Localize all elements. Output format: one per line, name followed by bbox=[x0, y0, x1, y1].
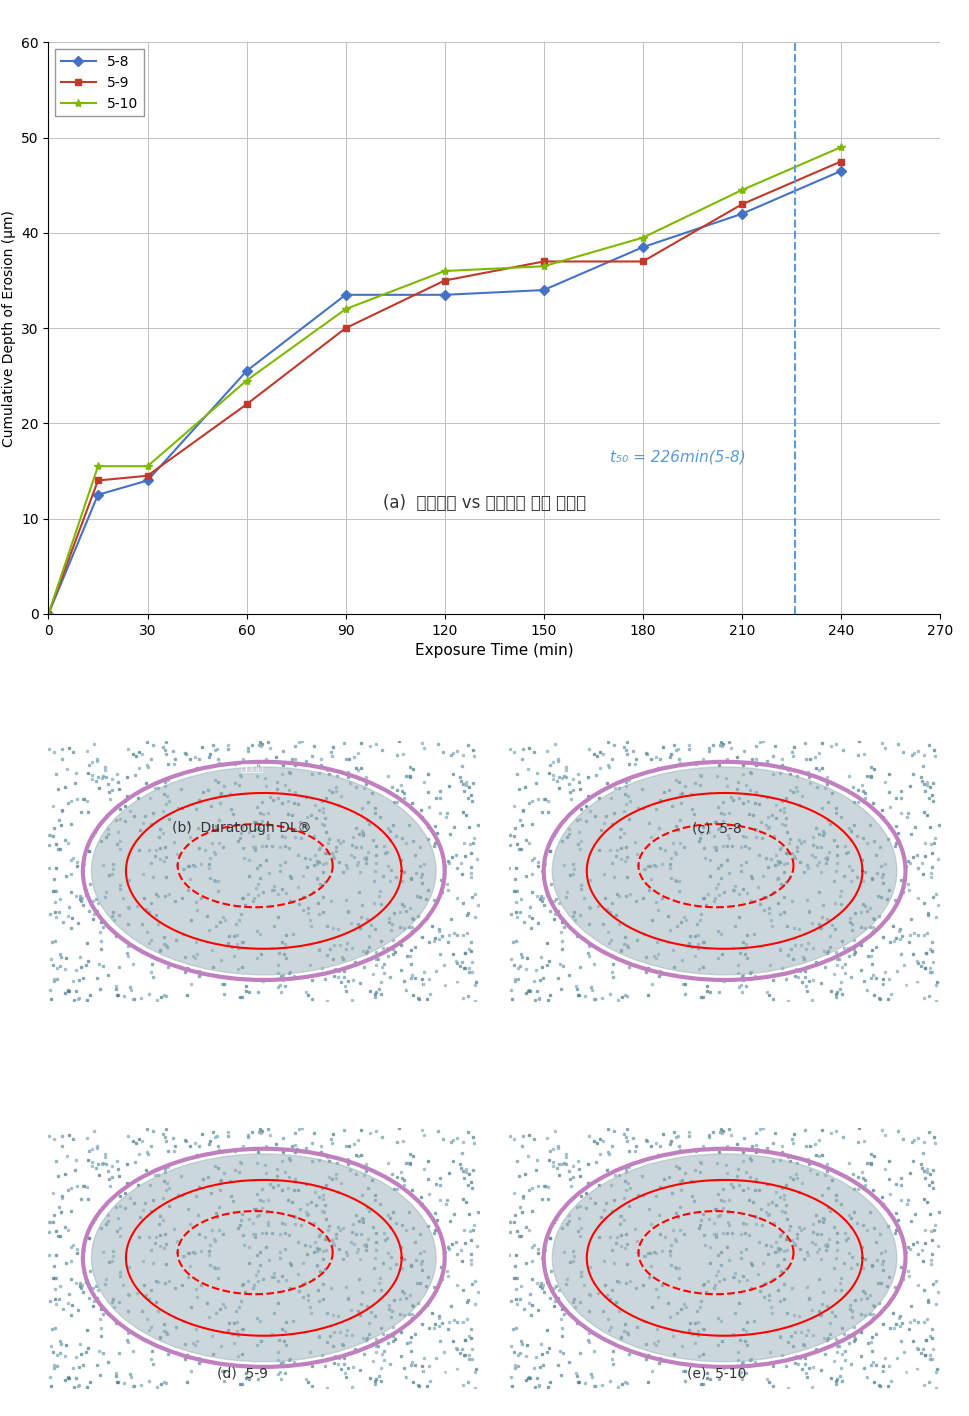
Text: 노출시간 120min: 노출시간 120min bbox=[407, 980, 471, 990]
5-10 bbox=[240, 372, 252, 389]
Text: (a)  노출시간 vs 누적침식 깊이 그래프: (a) 노출시간 vs 누적침식 깊이 그래프 bbox=[383, 494, 586, 511]
5-10 bbox=[538, 258, 549, 275]
5-9 bbox=[736, 195, 748, 212]
5-8 bbox=[141, 472, 153, 489]
Line: 5-9: 5-9 bbox=[45, 159, 844, 617]
5-9 bbox=[835, 153, 847, 170]
5-8 bbox=[340, 286, 352, 303]
5-10 bbox=[835, 139, 847, 156]
5-10 bbox=[340, 300, 352, 317]
Circle shape bbox=[552, 1154, 897, 1362]
Text: (b)  Duratough DL®: (b) Duratough DL® bbox=[172, 821, 312, 835]
5-9 bbox=[240, 396, 252, 413]
Text: 노출시간 240min: 노출시간 240min bbox=[407, 1368, 471, 1378]
Text: 노출시간 240min: 노출시간 240min bbox=[867, 1368, 931, 1378]
5-9 bbox=[439, 272, 451, 289]
Circle shape bbox=[91, 1154, 436, 1362]
5-10 bbox=[43, 605, 54, 622]
Text: 노출시간 240min: 노출시간 240min bbox=[867, 980, 931, 990]
Text: (e)  5-10: (e) 5-10 bbox=[687, 1366, 747, 1381]
Text: t₅₀ = 226min(5-8): t₅₀ = 226min(5-8) bbox=[610, 449, 745, 464]
Legend: 5-8, 5-9, 5-10: 5-8, 5-9, 5-10 bbox=[55, 50, 143, 116]
5-9 bbox=[92, 472, 104, 489]
Text: (c)  5-8: (c) 5-8 bbox=[692, 821, 742, 835]
Line: 5-10: 5-10 bbox=[45, 143, 845, 617]
5-8 bbox=[43, 605, 54, 622]
Circle shape bbox=[552, 767, 897, 974]
5-10 bbox=[92, 457, 104, 474]
5-10 bbox=[141, 457, 153, 474]
5-9 bbox=[141, 467, 153, 484]
X-axis label: Exposure Time (min): Exposure Time (min) bbox=[415, 643, 574, 658]
Text: 표면균열: 표면균열 bbox=[240, 762, 264, 772]
Text: (d)  5-9: (d) 5-9 bbox=[217, 1366, 267, 1381]
5-9 bbox=[538, 253, 549, 270]
5-10 bbox=[439, 262, 451, 279]
5-8 bbox=[538, 282, 549, 299]
5-8 bbox=[637, 239, 648, 256]
5-8 bbox=[736, 205, 748, 222]
5-8 bbox=[240, 362, 252, 379]
5-8 bbox=[439, 286, 451, 303]
5-10 bbox=[736, 181, 748, 198]
5-9 bbox=[637, 253, 648, 270]
5-10 bbox=[637, 229, 648, 246]
5-8 bbox=[835, 163, 847, 180]
5-9 bbox=[43, 605, 54, 622]
Circle shape bbox=[91, 767, 436, 974]
5-9 bbox=[340, 320, 352, 337]
5-8 bbox=[92, 486, 104, 503]
Y-axis label: Cumulative Depth of Erosion (μm): Cumulative Depth of Erosion (μm) bbox=[2, 210, 16, 446]
Line: 5-8: 5-8 bbox=[45, 167, 844, 617]
